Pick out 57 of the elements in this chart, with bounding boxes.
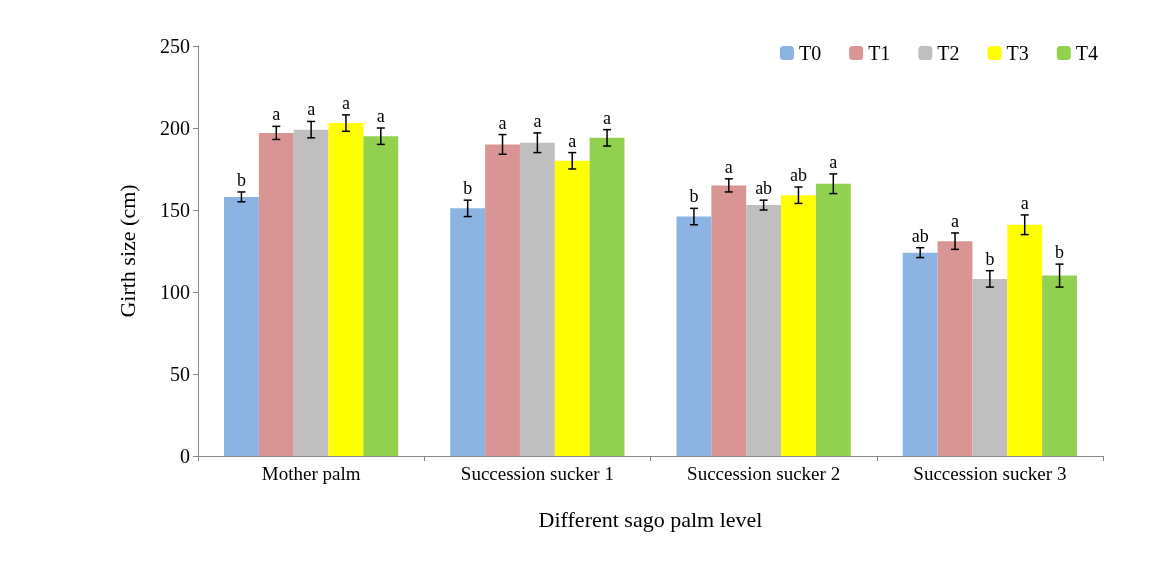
data-label: ab	[789, 165, 807, 186]
legend-label: T2	[937, 42, 960, 64]
data-label: a	[829, 151, 838, 172]
bar	[450, 208, 486, 456]
x-tick-label: Mother palm	[261, 463, 361, 484]
bar	[519, 142, 555, 456]
data-label: a	[307, 99, 316, 120]
bar	[224, 196, 259, 456]
x-tick-label: Succession sucker 3	[913, 463, 1067, 484]
bar	[1007, 224, 1043, 456]
x-tick-label: Succession sucker 1	[460, 463, 614, 484]
data-label: ab	[911, 225, 929, 246]
bar	[711, 185, 747, 456]
data-label: a	[603, 107, 612, 128]
bar	[485, 144, 520, 456]
y-tick-label: 150	[160, 199, 190, 221]
data-label: a	[1020, 192, 1029, 213]
bar	[589, 137, 625, 456]
bar	[815, 183, 851, 456]
bar	[328, 123, 364, 456]
legend-label: T1	[868, 42, 891, 64]
data-label: a	[376, 106, 385, 126]
data-label: b	[689, 186, 699, 207]
legend-label: T4	[1075, 42, 1098, 64]
data-label: ab	[755, 178, 773, 199]
y-tick-label: 0	[180, 445, 190, 467]
y-tick-label: 200	[160, 117, 190, 139]
x-axis-title: Different sago palm level	[538, 506, 763, 532]
data-label: b	[463, 178, 473, 199]
legend-label: T0	[798, 42, 822, 64]
y-tick-label: 250	[160, 35, 190, 57]
x-tick-label: Succession sucker 2	[687, 463, 841, 484]
data-label: a	[341, 92, 350, 113]
data-label: b	[236, 169, 246, 190]
data-label: a	[951, 210, 960, 231]
data-label: a	[272, 104, 281, 125]
data-label: a	[724, 156, 733, 177]
bar	[258, 132, 294, 456]
data-label: a	[568, 130, 577, 151]
bar	[293, 129, 329, 456]
bar	[902, 252, 938, 456]
bar	[937, 241, 973, 456]
y-axis-title: Girth size (cm)	[114, 184, 140, 318]
bar	[676, 216, 712, 456]
y-tick-label: 100	[160, 281, 190, 303]
data-label: a	[533, 110, 542, 131]
bar	[972, 278, 1008, 456]
bar	[554, 160, 590, 456]
bar	[363, 136, 399, 456]
data-label: b	[985, 248, 995, 269]
data-label: b	[1055, 242, 1065, 263]
bar	[746, 205, 782, 456]
y-tick-label: 50	[170, 363, 190, 385]
legend-label: T3	[1006, 42, 1029, 64]
bar	[781, 195, 816, 456]
data-label: a	[498, 112, 507, 133]
bar	[1042, 275, 1077, 456]
